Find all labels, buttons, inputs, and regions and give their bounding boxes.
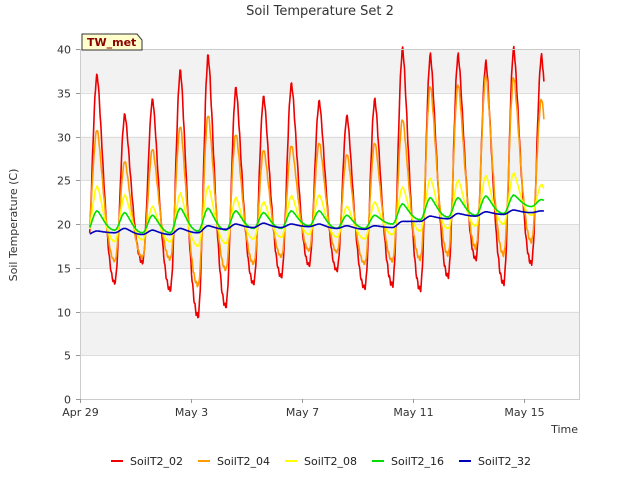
x-tick-label: May 7 [286, 406, 319, 419]
legend-item: SoilT2_08 [285, 455, 357, 468]
legend-item: SoilT2_04 [198, 455, 270, 468]
x-tick-label: May 3 [175, 406, 208, 419]
station-label: TW_met [87, 36, 136, 49]
legend-label: SoilT2_04 [217, 455, 270, 468]
y-tick-label: 10 [57, 307, 71, 320]
plot-band [80, 92, 580, 137]
series-line-soilt2-04 [88, 75, 545, 288]
x-tick-label: Apr 29 [62, 406, 99, 419]
legend-item: SoilT2_16 [372, 455, 444, 468]
y-tick-label: 5 [64, 350, 71, 363]
x-tick-label: May 11 [393, 406, 433, 419]
series-line-soilt2-32 [89, 209, 545, 236]
x-axis-label: Time [550, 423, 578, 436]
legend-label: SoilT2_16 [391, 455, 444, 468]
station-badge: TW_met [81, 33, 143, 51]
x-axis-ticks: Apr 29 May 3 May 7 May 11 May 15 [62, 399, 545, 419]
chart-title: Soil Temperature Set 2 [246, 4, 394, 19]
plot-band [80, 49, 580, 93]
legend-item: SoilT2_32 [459, 455, 531, 468]
plot-band [80, 267, 580, 312]
y-tick-label: 25 [57, 175, 71, 188]
series-line-soilt2-16 [88, 194, 545, 234]
y-tick-label: 30 [57, 132, 71, 145]
legend: SoilT2_02 SoilT2_04 SoilT2_08 SoilT2_16 Soil… [111, 455, 531, 468]
plot-band [80, 311, 580, 356]
legend-item: SoilT2_02 [111, 455, 183, 468]
plot-frame [80, 49, 580, 400]
legend-label: SoilT2_08 [304, 455, 357, 468]
legend-label: SoilT2_02 [130, 455, 183, 468]
plot-band [80, 355, 580, 399]
y-axis-ticks: 0 5 10 15 20 25 30 35 40 [57, 44, 80, 407]
y-tick-label: 0 [64, 394, 71, 407]
plot-band [80, 136, 580, 181]
station-badge-box [81, 33, 143, 51]
y-tick-label: 40 [57, 44, 71, 57]
x-tick-label: May 15 [504, 406, 544, 419]
legend-label: SoilT2_32 [478, 455, 531, 468]
y-tick-label: 35 [57, 88, 71, 101]
y-tick-label: 20 [57, 219, 71, 232]
series-layer [88, 45, 545, 319]
y-tick-label: 15 [57, 263, 71, 276]
y-axis-label: Soil Temperature (C) [7, 169, 20, 282]
